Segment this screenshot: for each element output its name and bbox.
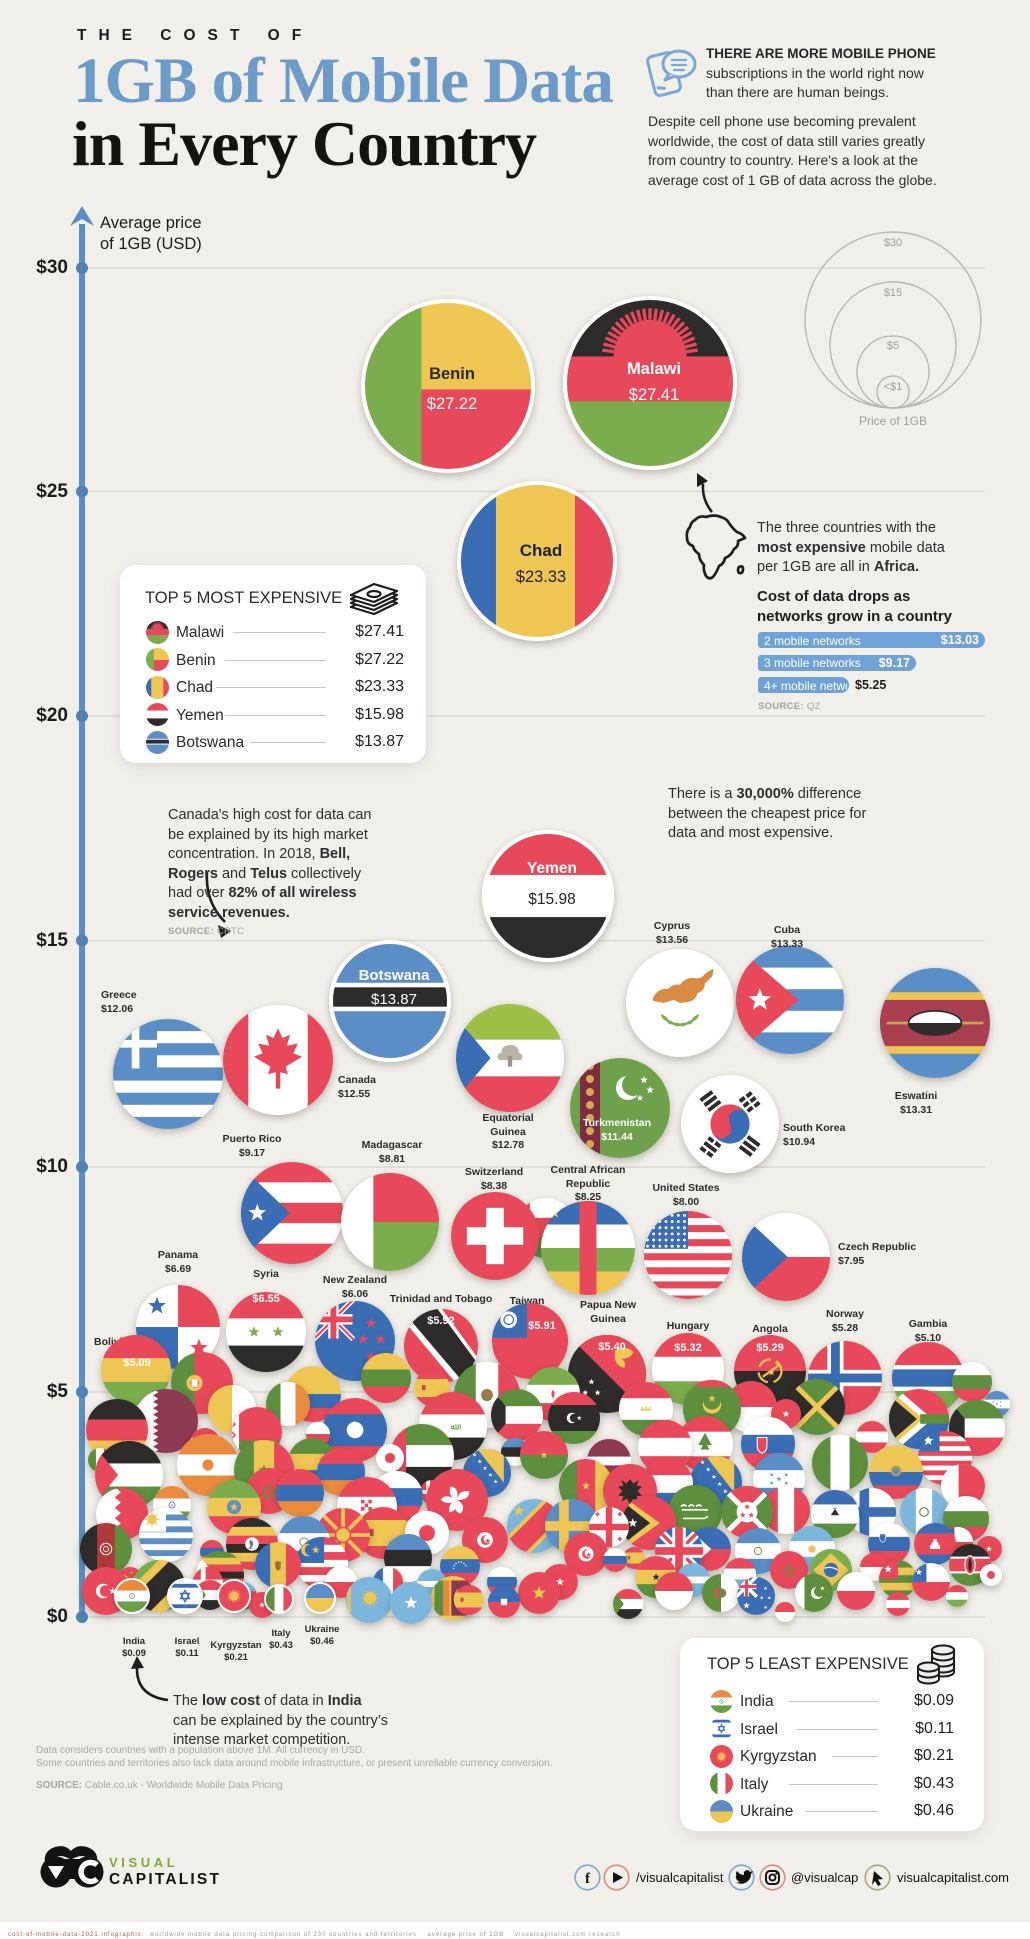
svg-text:CAPITALIST: CAPITALIST bbox=[109, 1871, 221, 1888]
svg-text:VISUAL: VISUAL bbox=[109, 1855, 178, 1870]
svg-text:f: f bbox=[585, 1871, 591, 1887]
